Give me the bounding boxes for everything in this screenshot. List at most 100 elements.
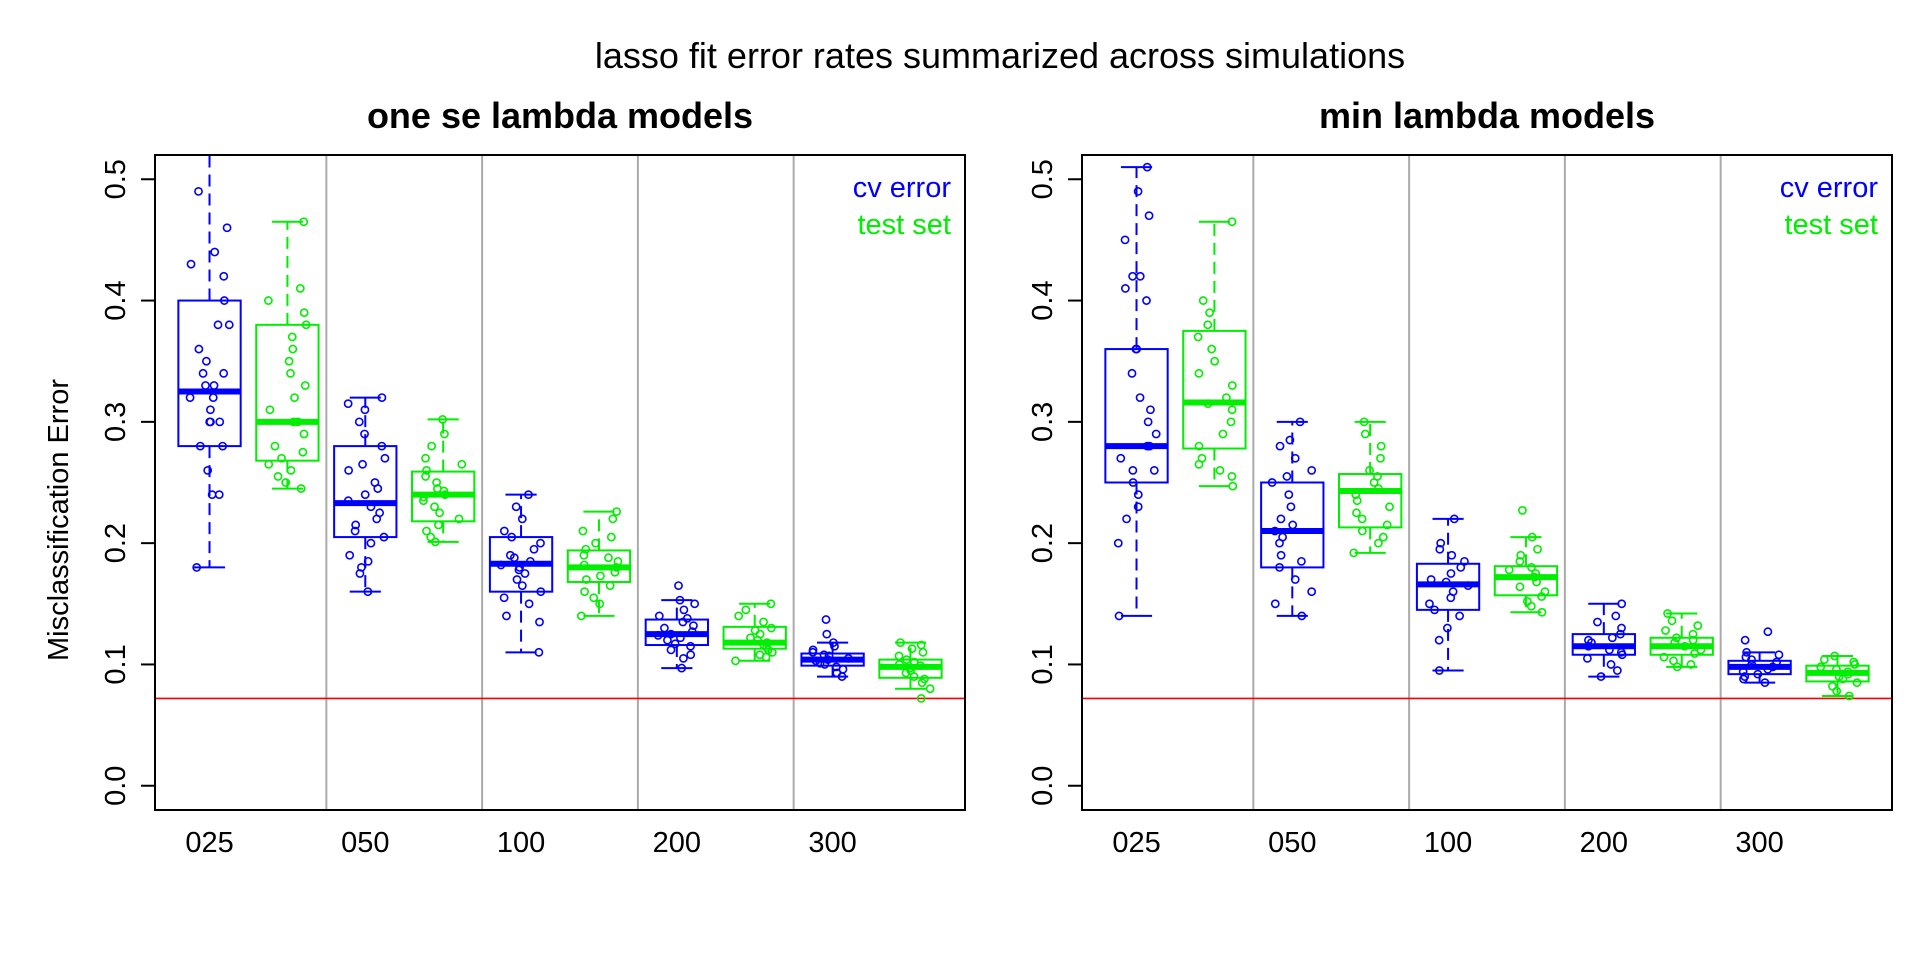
data-point (343, 399, 353, 409)
boxplot-test-set-025 (1182, 217, 1247, 491)
data-point (1307, 587, 1317, 597)
data-point (1198, 296, 1208, 305)
data-point (1205, 308, 1214, 318)
data-point (192, 563, 202, 572)
data-point (1504, 565, 1514, 575)
data-point (1307, 465, 1317, 475)
data-point (1584, 635, 1593, 645)
data-point (919, 674, 929, 684)
data-point (1376, 453, 1385, 463)
data-point (822, 629, 832, 639)
x-tick-label: 200 (653, 827, 701, 859)
data-point (1742, 647, 1751, 657)
data-point (660, 623, 669, 633)
data-point (427, 441, 437, 451)
data-point (219, 296, 229, 305)
data-point (1275, 563, 1284, 572)
data-point (535, 617, 544, 627)
data-point (286, 368, 295, 378)
data-point (1516, 550, 1526, 560)
data-point (1531, 569, 1541, 578)
data-point (430, 502, 439, 512)
box-iqr (1182, 329, 1247, 450)
data-point (606, 532, 616, 542)
data-point (1288, 520, 1298, 530)
y-tick-label: 0.2 (1027, 523, 1059, 563)
data-point (1373, 472, 1382, 481)
data-point (1605, 645, 1614, 655)
data-point (1286, 502, 1296, 512)
data-point (1203, 399, 1213, 409)
data-point (502, 611, 511, 621)
data-point (195, 441, 205, 451)
data-point (686, 641, 695, 651)
data-point (499, 526, 509, 536)
data-point (666, 629, 676, 639)
data-point (1434, 666, 1444, 675)
data-point (679, 605, 689, 615)
data-point (687, 627, 697, 637)
data-point (217, 139, 224, 146)
data-point (1359, 417, 1369, 427)
data-point (1116, 453, 1126, 463)
data-point (1690, 649, 1700, 658)
data-point (666, 645, 676, 655)
data-point (264, 459, 274, 469)
data-point (219, 368, 229, 378)
data-point (289, 417, 298, 427)
data-point (1607, 633, 1617, 643)
data-point (612, 507, 622, 517)
y-tick-label: 0.4 (100, 280, 132, 320)
data-point (284, 356, 294, 366)
data-point (358, 459, 367, 469)
x-tick-label: 200 (1580, 827, 1628, 859)
data-point (379, 532, 389, 542)
data-point (1267, 478, 1277, 487)
data-point (1828, 681, 1837, 691)
data-point (296, 484, 306, 493)
data-point (1128, 271, 1138, 281)
plot-frame (154, 154, 966, 811)
data-point (1218, 429, 1228, 439)
data-point (1436, 538, 1446, 548)
data-point (916, 694, 926, 703)
boxplot-cv-error-200 (1571, 599, 1636, 681)
box-iqr (1493, 565, 1559, 597)
data-point (1142, 441, 1152, 451)
panel-one-se-lambda: one se lambda models 0.0 0.1 0.2 0.3 0.4 0.5 02… (100, 95, 966, 859)
boxplot-test-set-100 (1493, 505, 1559, 617)
x-tick-label: 025 (185, 827, 233, 859)
data-point (213, 320, 223, 330)
data-point (1114, 611, 1124, 621)
data-point (894, 651, 904, 661)
data-point (507, 532, 517, 542)
y-tick-label: 0.2 (100, 523, 132, 563)
data-point (1527, 532, 1537, 542)
data-point (295, 284, 305, 293)
data-point (1207, 344, 1217, 354)
data-point (1688, 635, 1698, 645)
data-point (1738, 667, 1748, 677)
boxplot-cv-error-300 (800, 615, 865, 681)
data-point (265, 405, 275, 415)
data-point (536, 587, 546, 597)
data-point (1357, 514, 1367, 524)
data-point (589, 593, 599, 603)
figure-title: lasso fit error rates summarized across … (595, 35, 1405, 76)
data-point (1442, 623, 1452, 633)
data-point (750, 626, 760, 635)
data-point (357, 563, 366, 572)
data-point (224, 320, 234, 330)
data-point (206, 417, 215, 427)
data-point (1127, 368, 1137, 378)
data-point (1194, 441, 1204, 451)
data-point (1120, 235, 1130, 245)
data-point (1135, 393, 1145, 402)
data-point (1753, 669, 1763, 679)
data-point (916, 640, 926, 650)
data-point (1142, 162, 1152, 172)
data-point (206, 405, 215, 415)
data-point (438, 415, 448, 424)
data-point (1120, 284, 1130, 293)
data-point (1844, 691, 1854, 701)
